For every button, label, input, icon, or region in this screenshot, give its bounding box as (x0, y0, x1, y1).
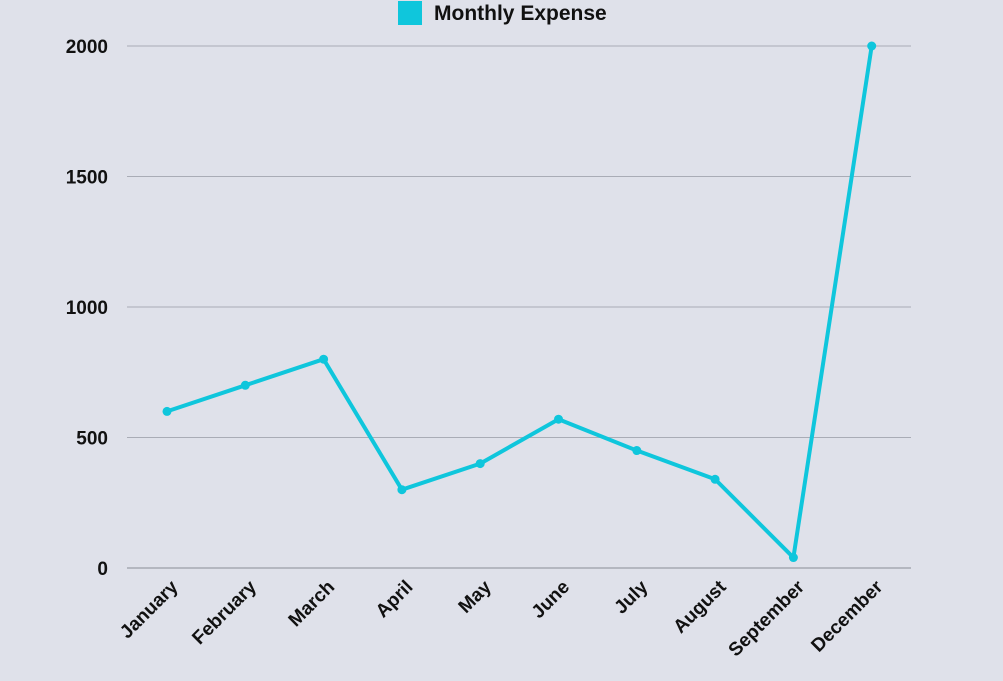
x-tick-label: June (528, 577, 574, 623)
data-point[interactable] (867, 41, 877, 51)
x-tick-label: September (725, 576, 810, 661)
x-tick-label: July (611, 576, 653, 618)
gridlines (127, 45, 911, 569)
legend-label: Monthly Expense (434, 2, 607, 25)
data-point[interactable] (475, 459, 485, 469)
y-tick-label: 2000 (66, 37, 108, 58)
x-tick-label: May (455, 576, 496, 617)
x-tick-label: January (116, 576, 183, 643)
y-tick-label: 500 (76, 429, 108, 450)
legend-swatch (398, 1, 422, 25)
x-tick-label: April (372, 577, 417, 622)
data-point[interactable] (710, 474, 720, 484)
x-tick-label: March (285, 577, 339, 631)
y-tick-label: 1500 (66, 168, 108, 189)
data-point[interactable] (554, 414, 563, 424)
data-point[interactable] (319, 354, 329, 364)
data-point[interactable] (397, 485, 407, 495)
x-tick-label: February (188, 576, 261, 649)
x-axis-ticks: January February March April May June July Augu… (116, 576, 888, 661)
legend[interactable]: Monthly Expense (398, 1, 607, 25)
data-points (162, 41, 877, 563)
series-line (165, 44, 874, 560)
y-axis-ticks: 0 500 1000 1500 2000 (66, 37, 108, 580)
data-point[interactable] (632, 446, 642, 456)
data-point[interactable] (240, 380, 250, 390)
x-tick-label: August (670, 576, 732, 638)
y-tick-label: 0 (97, 559, 108, 580)
data-point[interactable] (788, 553, 798, 563)
series-lines (165, 44, 874, 560)
y-tick-label: 1000 (66, 298, 108, 319)
data-point[interactable] (162, 406, 172, 416)
x-tick-label: December (807, 576, 887, 656)
